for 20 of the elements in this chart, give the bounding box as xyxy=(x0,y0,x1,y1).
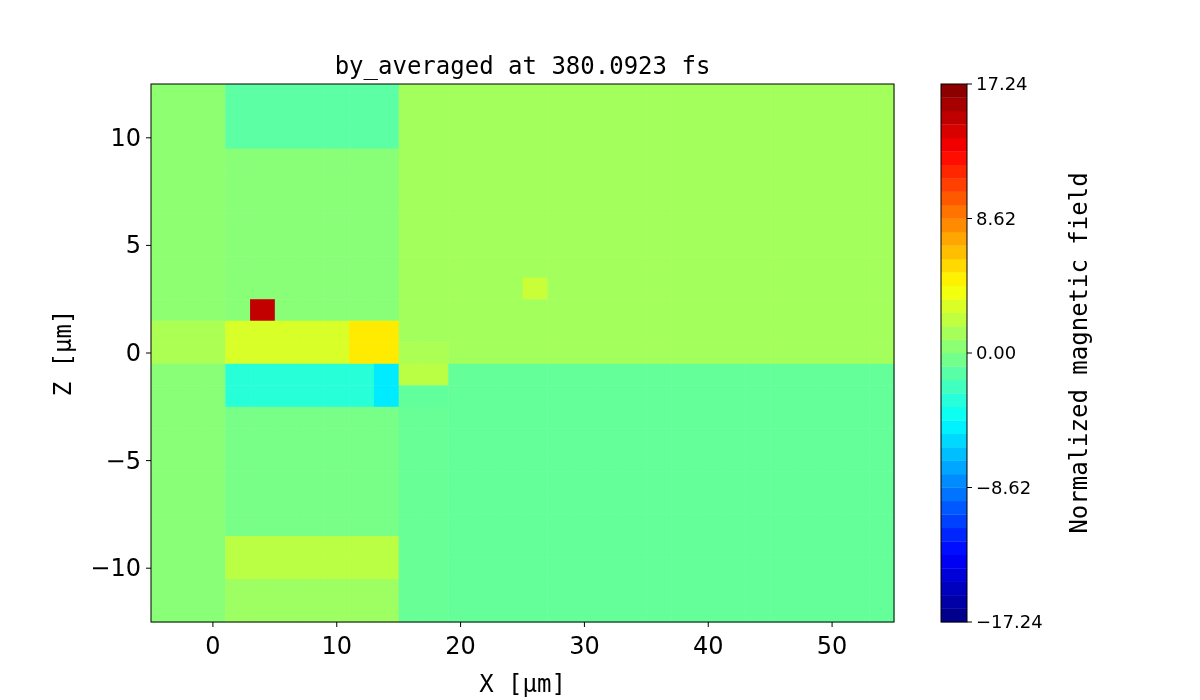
color-bar-label: 0.00 xyxy=(976,342,1017,363)
x-tick-label: 10 xyxy=(321,632,353,660)
y-tick-label: −10 xyxy=(90,554,141,583)
x-tick-label: 50 xyxy=(816,632,848,660)
y-tick-label: −5 xyxy=(105,446,141,475)
color-bar-title: Normalized magnetic field xyxy=(1065,172,1093,534)
color-bar-label: 8.62 xyxy=(976,207,1017,229)
color-bar-label: 17.24 xyxy=(976,73,1028,94)
color-bar-label: −17.24 xyxy=(976,611,1043,632)
chart-title: by_averaged at 380.0923 fs xyxy=(334,52,711,80)
x-tick-label: 20 xyxy=(445,632,476,660)
x-axis-title: X [μm] xyxy=(479,670,566,698)
x-tick-label: 0 xyxy=(205,632,221,660)
y-tick-label: 5 xyxy=(125,231,141,260)
y-axis-title: Z [μm] xyxy=(49,309,77,397)
color-bar-label: −8.62 xyxy=(976,476,1032,498)
x-tick-label: 30 xyxy=(569,632,600,660)
x-tick-label: 40 xyxy=(692,632,724,660)
y-tick-label: 0 xyxy=(125,339,141,367)
y-tick-label: 10 xyxy=(110,123,141,152)
